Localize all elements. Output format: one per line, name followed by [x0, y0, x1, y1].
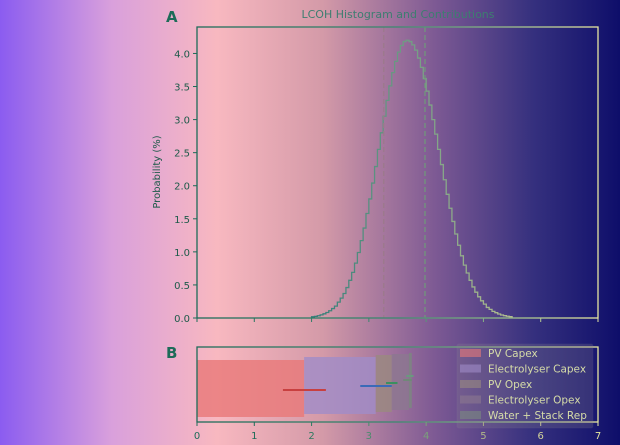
legend-swatch	[460, 411, 481, 419]
y-tick-label: 1.5	[174, 215, 190, 226]
histogram-panel: 0.0 0.5 1.0 1.5 2.0 2.5 3.0 3.5 4.0	[174, 26, 599, 325]
legend-entry: Electrolyser Capex	[488, 364, 586, 376]
legend-entry: Electrolyser Opex	[488, 395, 581, 407]
x-tick-label: 0	[194, 431, 200, 442]
panel-a-label: A	[166, 8, 178, 26]
y-tick-label: 3.5	[174, 83, 190, 94]
legend-entry: Water + Stack Rep	[488, 410, 587, 422]
y-tick-label: 2.5	[174, 149, 190, 160]
axes-a-frame	[196, 26, 599, 319]
x-tick-label: 1	[251, 431, 257, 442]
bar-segment	[391, 354, 409, 410]
legend-box	[456, 343, 594, 429]
legend: PV Capex Electrolyser Capex PV Opex Electro…	[456, 343, 594, 429]
contributions-panel: 0 1 2 3 4 5 6 7 PV Capex Electrolyser Capex PV Ope…	[194, 343, 601, 442]
y-axis-label: Probability (%)	[152, 135, 163, 208]
y-tick-label: 2.0	[174, 182, 190, 193]
legend-swatch	[460, 395, 481, 404]
x-tick-label: 6	[538, 431, 544, 442]
axes-b-frame	[196, 346, 599, 423]
y-tick-label: 3.0	[174, 116, 190, 127]
chart-title: LCOH Histogram and Contributions	[301, 8, 494, 21]
y-tick-label: 1.0	[174, 248, 190, 259]
bar-segment	[197, 360, 305, 417]
y-tick-label: 0.0	[174, 314, 190, 325]
legend-swatch	[460, 364, 481, 373]
legend-entry: PV Capex	[488, 348, 538, 360]
panel-b-label: B	[166, 344, 177, 362]
legend-swatch	[460, 380, 481, 388]
histogram-step-line	[310, 39, 513, 318]
y-tick-label: 4.0	[174, 49, 190, 60]
legend-swatch	[460, 349, 481, 357]
legend-entry: PV Opex	[488, 379, 532, 391]
bar-segment	[375, 355, 392, 412]
y-tick-label: 0.5	[174, 281, 190, 292]
x-tick-label: 7	[595, 431, 601, 442]
x-tick-label: 2	[308, 431, 314, 442]
x-tick-label: 4	[423, 431, 429, 442]
x-tick-label: 5	[480, 431, 486, 442]
x-tick-label: 3	[366, 431, 372, 442]
